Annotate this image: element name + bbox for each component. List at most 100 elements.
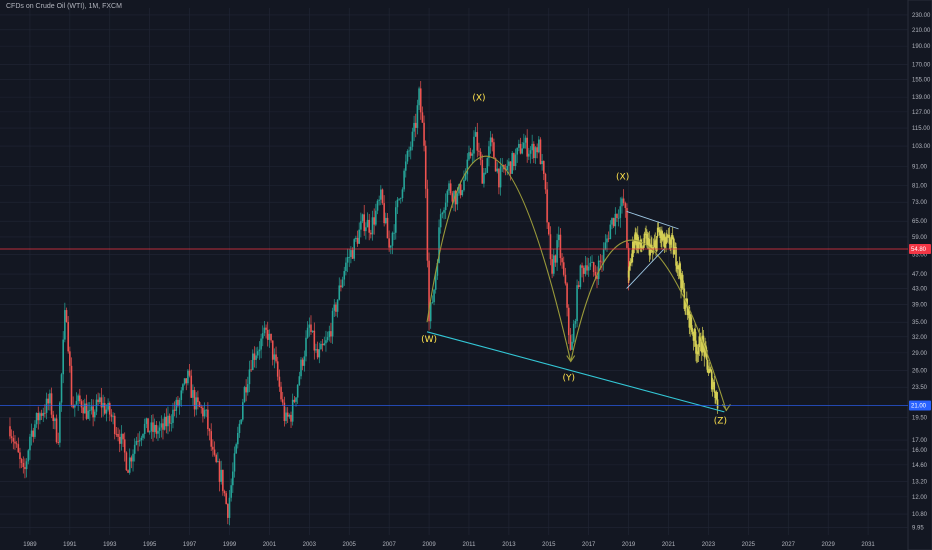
price-candle — [569, 335, 572, 350]
y-tick-label: 32.00 — [912, 335, 928, 341]
price-candle — [44, 412, 46, 414]
projection-bar — [632, 241, 635, 249]
projection-bar — [715, 392, 718, 400]
price-candle — [25, 461, 28, 470]
price-axis — [907, 0, 932, 550]
x-tick-label: 2001 — [263, 542, 277, 548]
price-candle — [589, 262, 592, 267]
price-candle — [140, 437, 143, 441]
price-candle — [205, 409, 208, 411]
price-candle — [484, 172, 487, 174]
projection-bar — [631, 253, 633, 263]
price-candle — [409, 146, 412, 151]
projection-bar — [687, 307, 690, 316]
projection-bar — [714, 391, 716, 398]
projection-bar — [644, 233, 647, 235]
price-candle — [562, 262, 565, 275]
price-candle — [534, 147, 537, 159]
projection-bar — [641, 247, 643, 249]
price-candle — [599, 260, 602, 262]
price-candle — [612, 218, 615, 227]
projection-bar — [662, 234, 665, 239]
price-candle — [318, 349, 321, 358]
price-candle — [547, 222, 550, 235]
x-tick-label: 2015 — [542, 542, 556, 548]
price-candle — [295, 397, 297, 402]
price-candle — [468, 152, 470, 160]
price-candle — [273, 354, 276, 360]
price-candle — [207, 409, 209, 430]
price-candle — [498, 168, 500, 188]
price-candle — [118, 436, 121, 444]
projection-bar — [669, 243, 671, 245]
price-candle — [80, 401, 83, 408]
price-candle — [160, 423, 163, 428]
price-candle — [616, 213, 618, 218]
price-candle — [444, 202, 447, 211]
projection-bar — [703, 343, 706, 357]
projection-bar — [664, 244, 667, 248]
price-candle — [15, 443, 18, 445]
price-candle — [112, 415, 114, 417]
price-candle — [370, 232, 372, 235]
price-candle — [192, 390, 194, 398]
wave-arc-1 — [426, 155, 572, 362]
projection-bar — [660, 231, 662, 239]
wave-label: (X) — [616, 172, 629, 182]
price-candle — [331, 310, 334, 337]
price-candle — [62, 339, 64, 375]
projection-bar — [707, 372, 710, 374]
projection-bar — [627, 270, 630, 278]
price-candle — [594, 271, 597, 276]
price-candle — [177, 399, 179, 406]
price-candle — [333, 304, 336, 311]
price-candle — [453, 190, 455, 202]
projection-bar — [645, 234, 647, 235]
target-price-label: 21.00 — [911, 404, 927, 410]
price-candle — [67, 321, 69, 352]
price-candle — [511, 153, 514, 174]
price-candle — [554, 255, 557, 263]
price-candle — [529, 150, 532, 154]
price-candle — [474, 132, 477, 137]
price-candle — [375, 210, 377, 225]
projection-bar — [634, 232, 637, 241]
price-candle — [117, 433, 119, 437]
projection-bar — [646, 234, 648, 246]
y-tick-label: 16.00 — [912, 448, 928, 454]
price-candle — [301, 359, 304, 366]
projection-bar — [641, 247, 644, 249]
price-candle — [37, 412, 40, 421]
price-candle — [350, 250, 352, 257]
price-candle — [429, 302, 432, 322]
price-candle — [74, 404, 76, 408]
projection-bar — [676, 265, 679, 269]
projection-bar — [652, 247, 655, 253]
projection-bar — [698, 336, 701, 348]
price-candle — [70, 365, 73, 405]
price-candle — [572, 323, 575, 342]
price-candle — [434, 275, 437, 290]
price-candle — [606, 238, 608, 243]
price-candle — [157, 430, 159, 434]
price-candle — [619, 206, 622, 218]
projection-bar — [655, 240, 657, 251]
projection-bar — [700, 336, 702, 352]
price-candle — [489, 137, 492, 147]
price-candle — [275, 354, 277, 362]
wave-arrow — [566, 355, 576, 363]
price-candle — [215, 454, 217, 462]
projection-bar — [628, 265, 631, 271]
price-candle — [459, 184, 462, 196]
price-candle — [10, 436, 13, 439]
price-candle — [443, 210, 445, 213]
projection-bar — [681, 274, 683, 289]
projection-bar — [657, 227, 660, 230]
price-candle — [549, 234, 552, 260]
x-tick-label: 2003 — [303, 542, 317, 548]
price-candle — [411, 131, 414, 147]
projection-bar — [708, 369, 711, 373]
price-candle — [365, 227, 367, 232]
price-candle — [98, 397, 101, 403]
